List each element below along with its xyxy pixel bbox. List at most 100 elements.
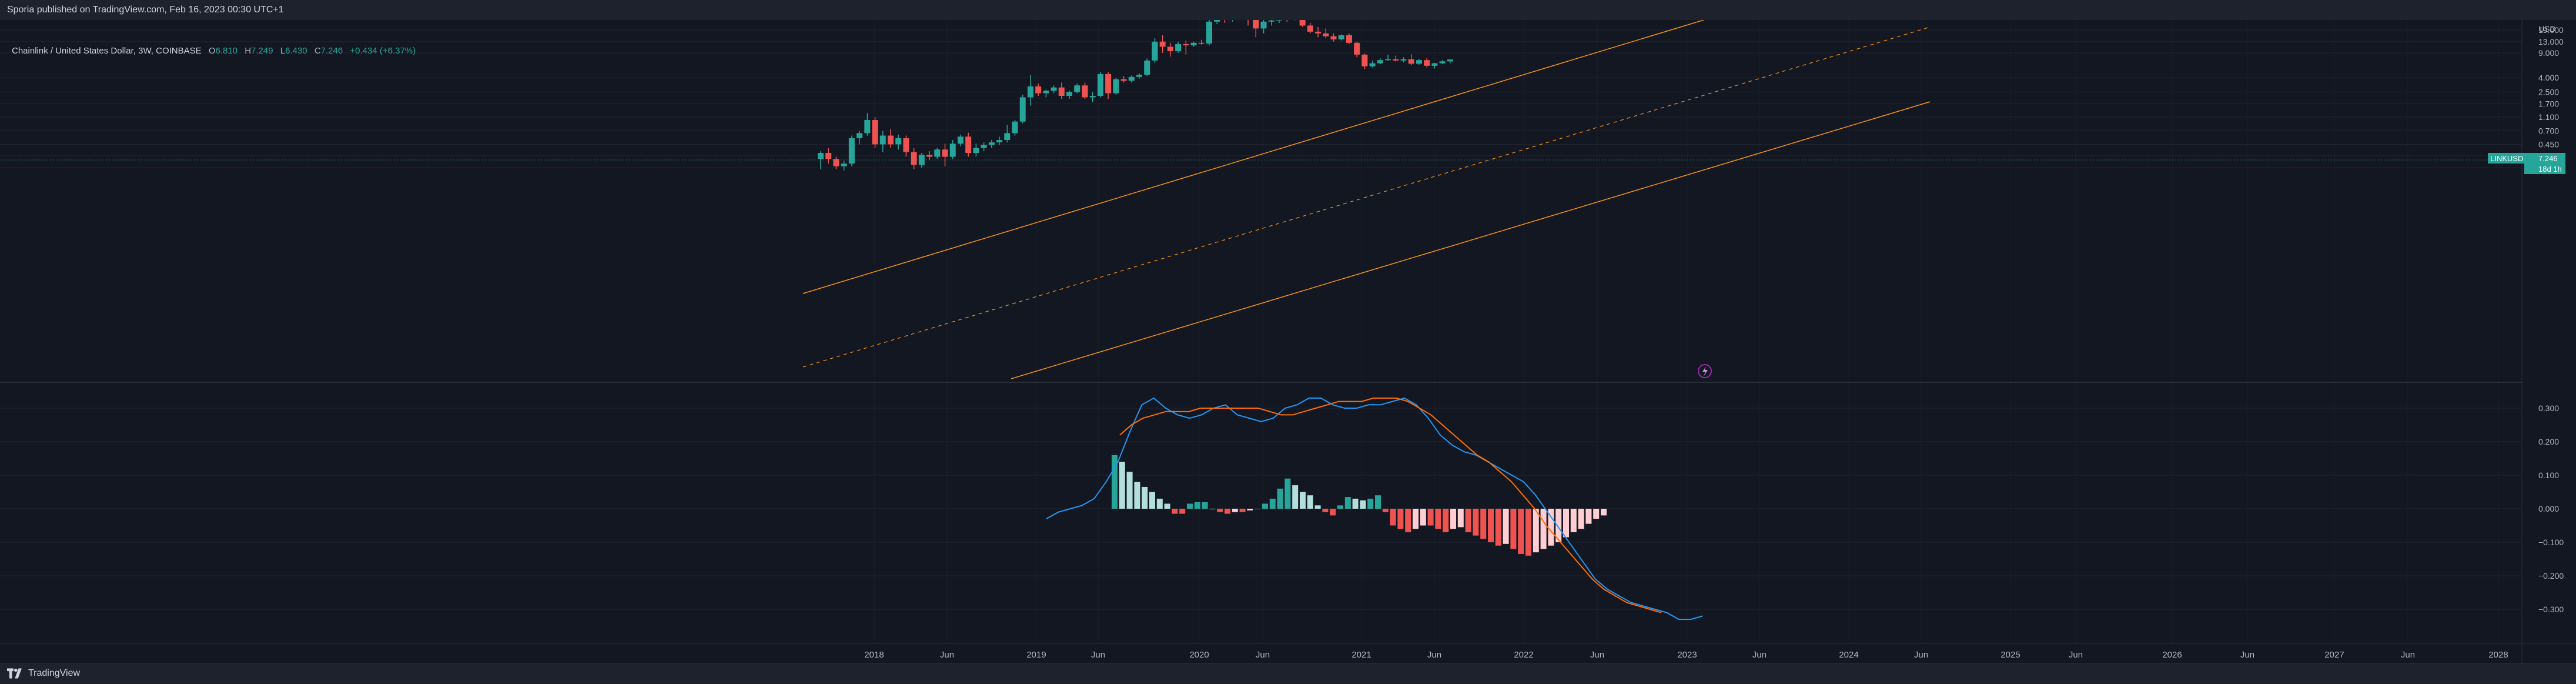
histogram-bar <box>1450 509 1456 529</box>
candle <box>1439 60 1446 65</box>
candle <box>1385 54 1391 61</box>
candle <box>1323 28 1329 39</box>
candle <box>1206 20 1212 46</box>
indicator-tick-label: 0.100 <box>2538 471 2559 480</box>
histogram-bar <box>1164 503 1170 509</box>
histogram-bar <box>1194 502 1200 509</box>
candle <box>996 136 1003 145</box>
candle <box>1260 20 1267 34</box>
histogram-bar <box>1382 509 1389 512</box>
candle <box>1377 58 1383 65</box>
histogram-bar <box>1239 509 1246 512</box>
price-axis[interactable]: USD 45.00029.00019.00013.0009.0004.0002.… <box>2538 0 2564 172</box>
price-tick-label: 13.000 <box>2538 37 2564 46</box>
histogram-bar <box>1360 500 1366 509</box>
histogram-bar <box>1344 497 1351 509</box>
channel-mid-line[interactable] <box>802 26 1931 368</box>
time-tick-label: 2018 <box>864 650 884 660</box>
histogram-bar <box>1292 485 1299 509</box>
candle <box>942 144 948 166</box>
candle <box>1136 73 1143 79</box>
candle <box>1294 20 1296 21</box>
time-tick-label: Jun <box>1256 650 1270 660</box>
chart-canvas[interactable]: USD 45.00029.00019.00013.0009.0004.0002.… <box>0 0 2576 663</box>
indicator-tick-label: 0.000 <box>2538 504 2559 513</box>
histogram-bar <box>1337 505 1343 509</box>
price-tag-countdown: 18d 1h <box>2538 165 2562 173</box>
candle <box>1416 59 1422 65</box>
histogram-bar <box>1330 509 1336 516</box>
channel-upper-line[interactable] <box>802 20 1704 294</box>
candle <box>1247 20 1249 26</box>
indicator-tick-label: −0.100 <box>2538 538 2564 547</box>
candle <box>864 113 871 136</box>
candle <box>1276 20 1282 23</box>
histogram-bar <box>1217 509 1223 512</box>
histogram-bar <box>1284 478 1291 509</box>
time-tick-label: Jun <box>940 650 954 660</box>
channel-lower-line[interactable] <box>1011 101 1931 379</box>
price-tag-value-bg <box>2524 153 2565 164</box>
histogram-bar <box>1149 492 1155 509</box>
price-tick-label: 1.100 <box>2538 112 2559 122</box>
candle <box>1424 58 1430 68</box>
candle <box>988 139 995 148</box>
candle <box>1035 83 1042 96</box>
chart-area[interactable]: USD 45.00029.00019.00013.0009.0004.0002.… <box>0 0 2576 663</box>
histogram-bar <box>1593 509 1600 519</box>
candle <box>1286 20 1287 22</box>
legend-low: 6.430 <box>285 46 307 56</box>
histogram-bar <box>1503 509 1509 544</box>
candle <box>887 128 894 148</box>
candle <box>903 135 909 157</box>
price-tag: LINKUSD 7.246 18d 1h <box>2488 153 2565 174</box>
candle <box>1232 20 1233 22</box>
time-tick-label: 2023 <box>1677 650 1697 660</box>
price-tick-label: 29.000 <box>2538 20 2564 22</box>
candle <box>1447 59 1453 64</box>
price-channel-drawing[interactable] <box>802 20 1931 379</box>
histogram-bar <box>1307 495 1313 509</box>
histogram-bar <box>1119 462 1125 509</box>
tradingview-logo[interactable]: TradingView <box>7 668 80 679</box>
histogram-bar <box>1225 509 1230 514</box>
candle <box>1089 92 1096 102</box>
histogram-bar <box>1555 509 1562 542</box>
histogram-bar <box>1405 509 1411 532</box>
time-axis[interactable]: 2018 Jun 2019 Jun 2020 Jun 2021 Jun 2022 Jun 2023 J… <box>864 650 2508 660</box>
histogram-bar <box>1352 498 1359 509</box>
lightning-icon[interactable] <box>1698 364 1712 378</box>
histogram-bar <box>1510 509 1517 549</box>
histogram-bar <box>1420 509 1426 526</box>
histogram-bar <box>1465 509 1471 532</box>
candle <box>1058 82 1065 99</box>
candle <box>1299 20 1306 27</box>
legend-symbol: Chainlink / United States Dollar, 3W, CO… <box>12 46 202 56</box>
histogram-bar <box>1179 509 1186 514</box>
histogram-bar <box>1413 509 1419 529</box>
indicator-axis[interactable]: 0.300 0.200 0.100 0.000 −0.100 −0.200 −0.300 <box>2538 403 2564 614</box>
time-tick-label: 2026 <box>2162 650 2182 660</box>
histogram-bar <box>1435 509 1441 529</box>
candle <box>1315 26 1322 38</box>
time-tick-label: Jun <box>2069 650 2083 660</box>
candle <box>879 131 886 152</box>
histogram-bar <box>1488 509 1494 542</box>
histogram-bar <box>1134 482 1140 509</box>
indicator-tick-label: 0.200 <box>2538 437 2559 446</box>
candle <box>1074 83 1080 94</box>
legend-open-label: O <box>208 46 216 56</box>
candle <box>1043 89 1049 98</box>
price-tick-label: 2.500 <box>2538 87 2559 96</box>
histogram-bar <box>1563 509 1569 538</box>
candle <box>1183 40 1189 55</box>
time-tick-label: 2025 <box>2000 650 2020 660</box>
price-axis-currency: USD <box>2538 24 2556 34</box>
macd-line <box>1046 397 1703 620</box>
symbol-legend: Chainlink / United States Dollar, 3W, CO… <box>12 46 416 56</box>
candle <box>981 142 987 152</box>
price-tick-label: 4.000 <box>2538 73 2559 82</box>
histogram-bar <box>1142 486 1148 509</box>
histogram-bar <box>1187 503 1193 509</box>
histogram-bar <box>1570 509 1577 532</box>
